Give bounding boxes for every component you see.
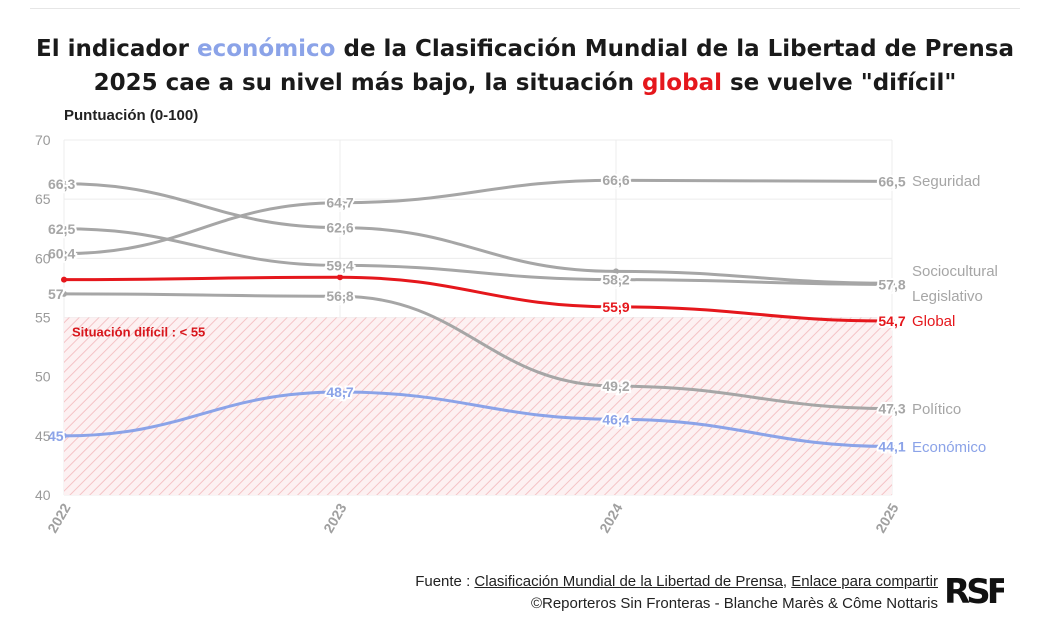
point-legislativo-2024 bbox=[613, 276, 619, 283]
point-sociocultural-2022 bbox=[61, 180, 67, 187]
source-prefix: Fuente : bbox=[415, 573, 475, 590]
point-politico-2023 bbox=[337, 293, 343, 300]
title-line-1: El indicador económico de la Clasificaci… bbox=[0, 32, 1050, 66]
series-name-sociocultural: Sociocultural bbox=[912, 263, 998, 280]
footer-credit: ©Reporteros Sin Fronteras - Blanche Marè… bbox=[530, 595, 938, 612]
point-global-2022 bbox=[61, 276, 67, 283]
point-legislativo-2022 bbox=[61, 225, 67, 232]
series-name-global: Global bbox=[912, 313, 955, 330]
x-tick-label: 2022 bbox=[44, 500, 74, 535]
title-text: de la Clasificación Mundial de la Libert… bbox=[335, 36, 1014, 62]
point-seguridad-2023 bbox=[337, 199, 343, 206]
footer-source-line: Fuente : Clasificación Mundial de la Lib… bbox=[415, 571, 938, 593]
difficult-zone-label: Situación difícil : < 55 bbox=[72, 325, 205, 340]
y-tick-label: 40 bbox=[35, 487, 51, 503]
footer: Fuente : Clasificación Mundial de la Lib… bbox=[415, 571, 938, 615]
top-divider bbox=[30, 8, 1020, 9]
data-label-sociocultural: 62,6 bbox=[326, 220, 353, 236]
y-tick-label: 65 bbox=[35, 191, 51, 207]
series-line-global bbox=[62, 275, 894, 323]
point-economico-2022 bbox=[61, 432, 67, 439]
share-link[interactable]: Enlace para compartir bbox=[791, 573, 938, 590]
data-label-economico: 44,1 bbox=[878, 438, 905, 454]
series-line-legislativo bbox=[62, 227, 894, 286]
data-label-seguridad: 60,4 bbox=[48, 246, 75, 262]
x-tick-label: 2025 bbox=[872, 500, 902, 535]
data-label-legislativo: 62,5 bbox=[48, 221, 75, 237]
rsf-logo: RSF bbox=[946, 572, 1004, 609]
data-label-legislativo: 59,4 bbox=[326, 257, 353, 273]
point-global-2025 bbox=[889, 318, 895, 325]
title-line-2: 2025 cae a su nivel más bajo, la situaci… bbox=[0, 66, 1050, 100]
series-name-legislativo: Legislativo bbox=[912, 288, 983, 305]
title-highlight-economico: económico bbox=[196, 36, 336, 62]
point-economico-2024 bbox=[613, 416, 619, 423]
source-link[interactable]: Clasificación Mundial de la Libertad de … bbox=[474, 573, 783, 590]
data-label-economico: 46,4 bbox=[602, 411, 629, 427]
data-label-global: 54,7 bbox=[878, 313, 905, 329]
point-global-2024 bbox=[613, 303, 619, 310]
point-sociocultural-2024 bbox=[613, 268, 619, 275]
title-highlight-global: global bbox=[641, 70, 722, 96]
series-line-economico bbox=[62, 390, 894, 448]
x-tick-label: 2024 bbox=[596, 500, 626, 535]
source-separator: , bbox=[782, 573, 792, 590]
y-axis-label: Puntuación (0-100) bbox=[64, 107, 199, 124]
data-label-seguridad: 64,7 bbox=[326, 195, 353, 211]
y-tick-label: 60 bbox=[35, 250, 51, 266]
point-economico-2023 bbox=[337, 389, 343, 396]
series-line-sociocultural bbox=[62, 182, 894, 285]
y-tick-label: 70 bbox=[35, 132, 51, 148]
data-label-legislativo: 58,2 bbox=[602, 272, 629, 288]
point-politico-2024 bbox=[613, 383, 619, 390]
rsf-logo-text: RSF bbox=[946, 572, 1004, 609]
point-legislativo-2023 bbox=[337, 262, 343, 269]
point-politico-2022 bbox=[61, 290, 67, 297]
y-tick-label: 55 bbox=[35, 310, 51, 326]
data-label-economico: 45 bbox=[48, 428, 64, 444]
data-label-politico: 57 bbox=[48, 286, 64, 302]
point-politico-2025 bbox=[889, 405, 895, 412]
chart-title: El indicador económico de la Clasificaci… bbox=[0, 32, 1050, 100]
series-name-politico: Político bbox=[912, 401, 961, 418]
data-label-economico: 48,7 bbox=[326, 384, 353, 400]
y-tick-label: 50 bbox=[35, 369, 51, 385]
data-label-seguridad: 66,5 bbox=[878, 173, 905, 189]
series-name-economico: Económico bbox=[912, 439, 986, 456]
point-seguridad-2025 bbox=[889, 178, 895, 185]
point-global-2023 bbox=[337, 274, 343, 281]
point-legislativo-2025 bbox=[889, 281, 895, 288]
data-label-seguridad: 66,6 bbox=[602, 172, 629, 188]
series-line-politico bbox=[62, 292, 894, 411]
title-text: se vuelve "difícil" bbox=[721, 70, 957, 96]
data-label-sociocultural: 66,3 bbox=[48, 176, 75, 192]
data-label-legislativo: 57,8 bbox=[878, 276, 905, 292]
series-name-seguridad: Seguridad bbox=[912, 173, 980, 190]
data-label-politico: 47,3 bbox=[878, 401, 905, 417]
data-label-politico: 49,2 bbox=[602, 378, 629, 394]
point-sociocultural-2023 bbox=[337, 224, 343, 231]
title-text: El indicador bbox=[36, 36, 197, 62]
y-tick-label: 45 bbox=[35, 428, 51, 444]
data-label-politico: 56,8 bbox=[326, 288, 353, 304]
point-economico-2025 bbox=[889, 443, 895, 450]
data-label-global: 55,9 bbox=[602, 299, 629, 315]
title-text: 2025 cae a su nivel más bajo, la situaci… bbox=[93, 70, 642, 96]
x-tick-label: 2023 bbox=[320, 500, 350, 535]
point-seguridad-2024 bbox=[613, 177, 619, 184]
point-seguridad-2022 bbox=[61, 250, 67, 257]
series-line-seguridad bbox=[62, 178, 894, 256]
